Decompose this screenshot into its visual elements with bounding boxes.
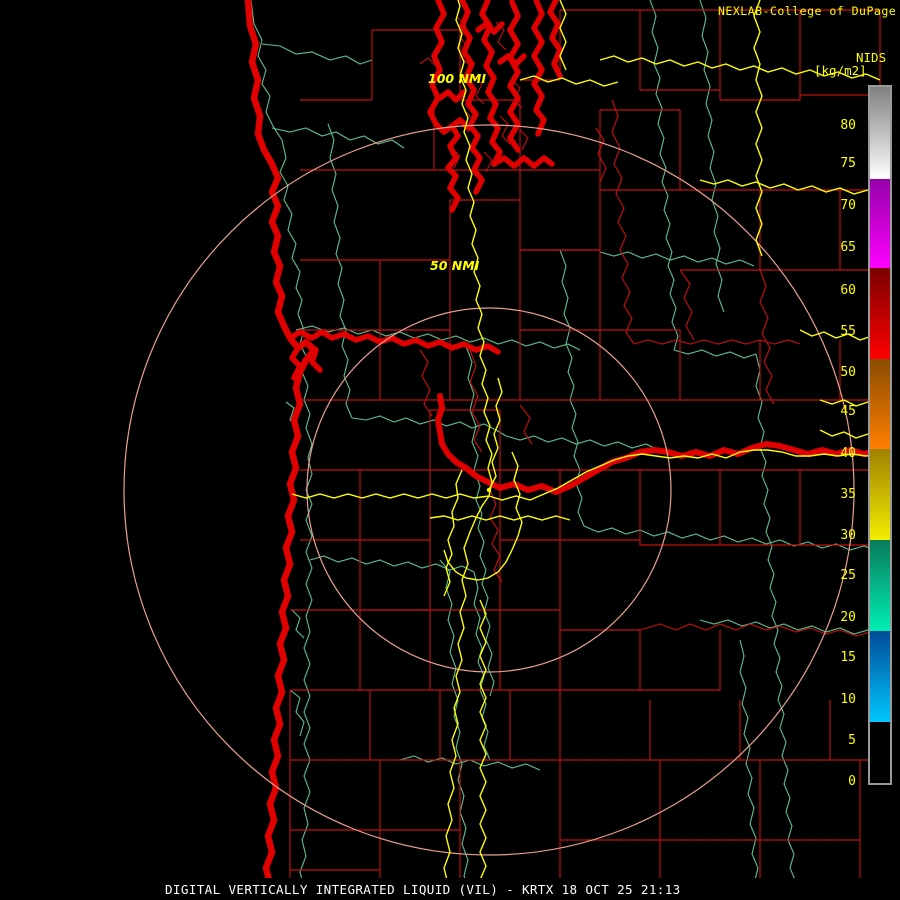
- colorbar-band-white-gray: [870, 87, 890, 179]
- puget-sound-coastline: [427, 0, 563, 213]
- range-ring-100nmi: [123, 124, 855, 856]
- rivers-layer: [250, 0, 885, 900]
- bottom-title-bar: [0, 878, 900, 900]
- island-detail-layer: [419, 17, 529, 173]
- coastline-layer: [244, 0, 318, 900]
- coastal-inlets-layer: [287, 329, 501, 381]
- nids-label: NIDS: [856, 50, 887, 65]
- colorbar-band-yellow: [870, 449, 890, 540]
- colorbar-band-red: [870, 268, 890, 359]
- range-ring-label-50nmi: 50 NMI: [430, 258, 480, 273]
- source-credit-label: NEXLAB-College of DuPage: [718, 4, 897, 18]
- colorbar-band-magenta: [870, 179, 890, 268]
- colorbar-band-no-data: [870, 722, 890, 783]
- colorbar-band-orange: [870, 359, 890, 449]
- colorbar-band-green: [870, 540, 890, 631]
- product-title: DIGITAL VERTICALLY INTEGRATED LIQUID (VI…: [165, 882, 681, 897]
- county-borders-layer: [289, 9, 885, 900]
- colorbar-band-blue: [870, 631, 890, 722]
- range-rings-layer: [123, 124, 855, 856]
- units-label: [kg/m2]: [814, 63, 867, 78]
- columbia-river-layer: [435, 393, 883, 495]
- highways-layer: [291, 0, 885, 900]
- colorbar[interactable]: [868, 85, 892, 785]
- radar-center-marker: [486, 487, 492, 493]
- range-ring-50nmi: [306, 307, 672, 673]
- range-ring-label-100nmi: 100 NMI: [428, 71, 486, 86]
